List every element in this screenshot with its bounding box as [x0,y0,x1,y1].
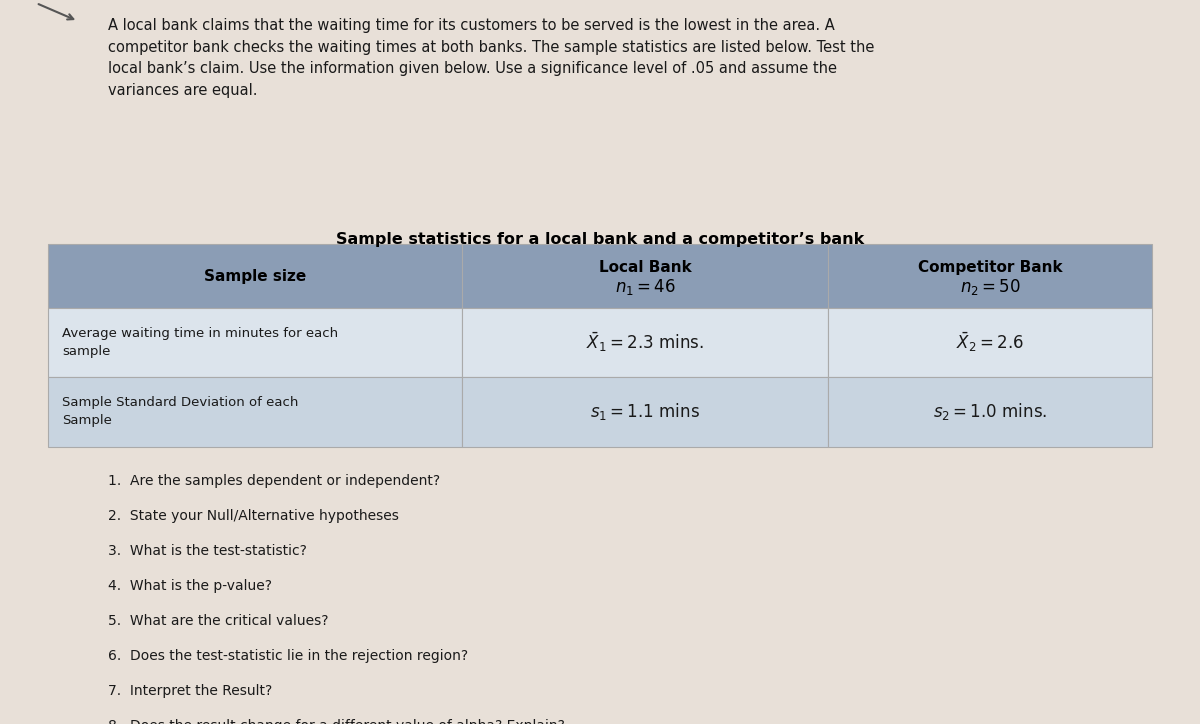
Text: 8.  Does the result change for a different value of alpha? Explain?: 8. Does the result change for a differen… [108,719,565,724]
FancyBboxPatch shape [48,377,462,447]
Text: 6.  Does the test-statistic lie in the rejection region?: 6. Does the test-statistic lie in the re… [108,649,468,662]
FancyBboxPatch shape [462,308,828,377]
FancyBboxPatch shape [462,377,828,447]
Text: $s_1 = 1.1$ mins: $s_1 = 1.1$ mins [590,401,700,422]
FancyBboxPatch shape [48,245,462,308]
Text: Sample size: Sample size [204,269,306,284]
Text: $n_2 = 50$: $n_2 = 50$ [960,277,1020,297]
Text: 4.  What is the p-value?: 4. What is the p-value? [108,578,272,593]
Text: $\bar{X}_1 = 2.3$ mins.: $\bar{X}_1 = 2.3$ mins. [586,331,704,354]
FancyBboxPatch shape [828,245,1152,308]
Text: 1.  Are the samples dependent or independent?: 1. Are the samples dependent or independ… [108,473,440,488]
Text: $n_1 = 46$: $n_1 = 46$ [614,277,676,297]
FancyBboxPatch shape [828,308,1152,377]
Text: A local bank claims that the waiting time for its customers to be served is the : A local bank claims that the waiting tim… [108,18,875,98]
FancyBboxPatch shape [828,377,1152,447]
Text: Competitor Bank: Competitor Bank [918,259,1062,274]
FancyBboxPatch shape [48,308,462,377]
FancyBboxPatch shape [462,245,828,308]
Text: 7.  Interpret the Result?: 7. Interpret the Result? [108,683,272,698]
Text: 2.  State your Null/Alternative hypotheses: 2. State your Null/Alternative hypothese… [108,509,398,523]
Text: Sample statistics for a local bank and a competitor’s bank: Sample statistics for a local bank and a… [336,232,864,248]
Text: Sample Standard Deviation of each
Sample: Sample Standard Deviation of each Sample [62,397,299,427]
Text: Local Bank: Local Bank [599,259,691,274]
Text: $s_2 = 1.0$ mins.: $s_2 = 1.0$ mins. [932,401,1048,422]
Text: 5.  What are the critical values?: 5. What are the critical values? [108,614,329,628]
Text: 3.  What is the test-statistic?: 3. What is the test-statistic? [108,544,307,557]
Text: Average waiting time in minutes for each
sample: Average waiting time in minutes for each… [62,327,338,358]
Text: $\bar{X}_2 = 2.6$: $\bar{X}_2 = 2.6$ [956,331,1024,354]
